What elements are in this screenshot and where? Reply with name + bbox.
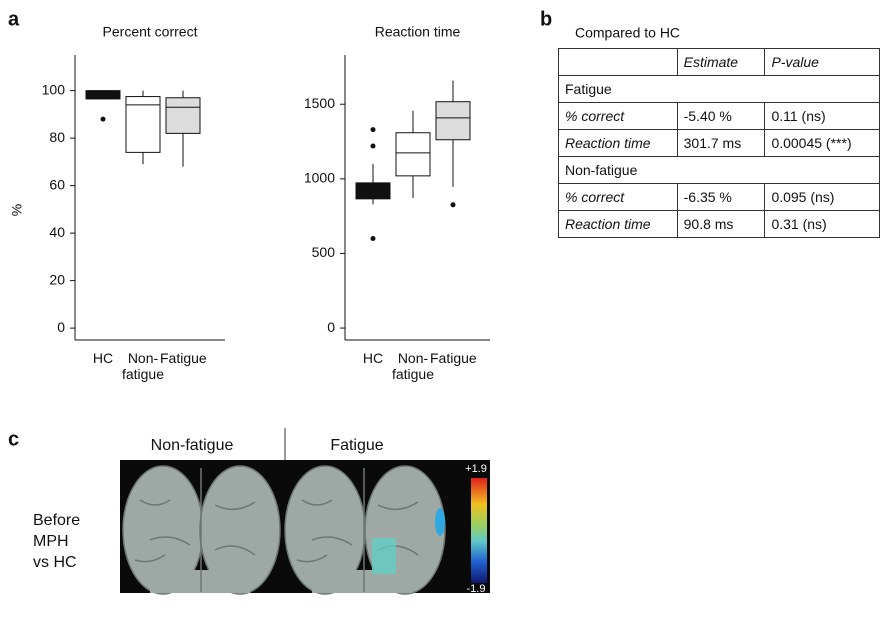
figure: a b c Compared to HC Non-fatigue Fatigue… xyxy=(0,0,880,619)
table-cell: % correct xyxy=(559,184,678,211)
table-cell: % correct xyxy=(559,103,678,130)
table-cell: 0.11 (ns) xyxy=(765,103,880,130)
header-cell xyxy=(559,49,678,76)
y-tick-label: 100 xyxy=(42,81,66,97)
y-tick-label: 0 xyxy=(327,319,335,335)
table-cell: Reaction time xyxy=(559,211,678,238)
colorbar-min: -1.9 xyxy=(467,583,486,595)
column-label: Fatigue xyxy=(330,437,383,454)
x-tick-label: Fatigue xyxy=(160,350,206,366)
group-cell: Non-fatigue xyxy=(559,157,880,184)
outlier xyxy=(371,236,376,241)
panel-letter: a xyxy=(8,8,20,30)
y-tick-label: 60 xyxy=(49,176,65,192)
row-label: MPH xyxy=(33,533,69,550)
header-cell: Estimate xyxy=(677,49,765,76)
y-tick-label: 0 xyxy=(57,319,65,335)
row-label: vs HC xyxy=(33,554,77,571)
box xyxy=(356,183,390,199)
table-cell: -6.35 % xyxy=(677,184,765,211)
table-row: % correct-5.40 %0.11 (ns) xyxy=(559,103,880,130)
panel-letter: b xyxy=(540,8,552,30)
table-cell: 0.31 (ns) xyxy=(765,211,880,238)
y-tick-label: 80 xyxy=(49,129,65,145)
chart-title: Reaction time xyxy=(375,24,461,40)
outlier xyxy=(371,144,376,149)
group-row: Non-fatigue xyxy=(559,157,880,184)
row-label: Before xyxy=(33,512,80,529)
y-axis-label: % xyxy=(9,204,25,216)
colorbar xyxy=(471,478,487,583)
box xyxy=(166,98,200,134)
table-cell: Reaction time xyxy=(559,130,678,157)
table-row: % correct-6.35 %0.095 (ns) xyxy=(559,184,880,211)
chart-title: Percent correct xyxy=(103,24,198,40)
box xyxy=(436,102,470,140)
brain xyxy=(123,466,280,594)
y-tick-label: 500 xyxy=(312,244,336,260)
box xyxy=(396,133,430,176)
y-tick-label: 1500 xyxy=(304,95,335,111)
colorbar-max: +1.9 xyxy=(465,463,487,475)
column-label: Non-fatigue xyxy=(151,437,234,454)
table-cell: 0.00045 (***) xyxy=(765,130,880,157)
y-tick-label: 20 xyxy=(49,271,65,287)
box xyxy=(86,91,120,99)
table-cell: 0.095 (ns) xyxy=(765,184,880,211)
y-tick-label: 40 xyxy=(49,224,65,240)
outlier xyxy=(451,202,456,207)
y-tick-label: 1000 xyxy=(304,170,335,186)
group-cell: Fatigue xyxy=(559,76,880,103)
table-caption: Compared to HC xyxy=(575,25,680,41)
panel-letter: c xyxy=(8,428,19,450)
table-cell: 301.7 ms xyxy=(677,130,765,157)
header-cell: P-value xyxy=(765,49,880,76)
x-tick-label: Fatigue xyxy=(430,350,476,366)
group-row: Fatigue xyxy=(559,76,880,103)
outlier xyxy=(371,127,376,132)
table-cell: -5.40 % xyxy=(677,103,765,130)
table-cell: 90.8 ms xyxy=(677,211,765,238)
outlier xyxy=(101,117,106,122)
